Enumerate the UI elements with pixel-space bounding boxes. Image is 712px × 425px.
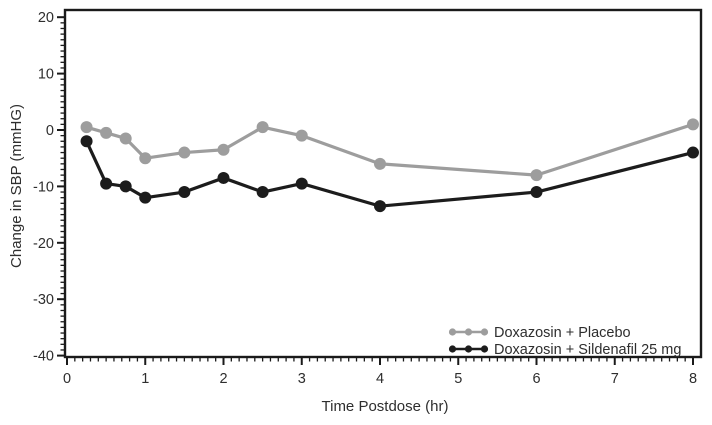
data-point-marker xyxy=(530,186,543,199)
data-point-marker xyxy=(217,143,230,156)
y-tick-label: 20 xyxy=(38,10,54,26)
tick-labels: 0 1 2 3 4 5 6 7 8 20 10 0 -10 -20 -30 -40 xyxy=(33,10,697,387)
data-point-marker xyxy=(256,121,269,134)
legend-marker-dot xyxy=(448,345,457,353)
series-line xyxy=(84,122,695,177)
data-point-marker xyxy=(100,177,113,190)
y-tick-label: -20 xyxy=(33,236,54,252)
data-point-marker xyxy=(80,135,93,148)
series-doxazosin-placebo xyxy=(80,118,699,182)
series-layer xyxy=(80,118,699,213)
legend-label: Doxazosin + Placebo xyxy=(494,325,631,341)
data-point-marker xyxy=(119,132,132,145)
data-point-marker xyxy=(139,152,152,165)
x-axis-title: Time Postdose (hr) xyxy=(322,398,449,415)
data-point-marker xyxy=(139,191,152,204)
data-point-marker xyxy=(100,126,113,139)
data-point-marker xyxy=(374,200,386,213)
plot-frame xyxy=(63,8,703,359)
major-ticks xyxy=(57,16,694,365)
data-point-marker xyxy=(217,171,230,184)
legend-marker-dot xyxy=(448,328,457,336)
x-tick-label: 4 xyxy=(376,371,384,387)
data-point-marker xyxy=(256,186,269,199)
legend-item: Doxazosin + Placebo xyxy=(448,325,631,341)
x-tick-label: 3 xyxy=(298,371,306,387)
x-tick-label: 7 xyxy=(611,371,619,387)
data-point-marker xyxy=(178,186,191,199)
data-point-marker xyxy=(119,180,132,193)
minor-ticks xyxy=(60,16,694,362)
x-tick-label: 1 xyxy=(141,371,149,387)
legend-marker-dot xyxy=(480,328,489,336)
legend-marker-dot xyxy=(464,345,473,353)
data-point-marker xyxy=(530,169,543,182)
x-tick-label: 0 xyxy=(63,371,71,387)
y-tick-label: 0 xyxy=(46,123,54,139)
legend-marker-dot xyxy=(464,328,473,336)
data-point-marker xyxy=(374,157,386,170)
series-doxazosin-sildenafil-25-mg xyxy=(80,135,699,213)
x-tick-label: 6 xyxy=(532,371,540,387)
data-point-marker xyxy=(80,121,93,134)
data-point-marker xyxy=(295,129,308,142)
legend-label: Doxazosin + Sildenafil 25 mg xyxy=(494,342,681,358)
y-axis-title: Change in SBP (mmHG) xyxy=(8,104,25,268)
x-tick-label: 2 xyxy=(219,371,227,387)
legend-marker-dot xyxy=(480,345,489,353)
data-point-marker xyxy=(295,177,308,190)
legend-item: Doxazosin + Sildenafil 25 mg xyxy=(448,342,681,358)
y-tick-label: 10 xyxy=(38,67,54,83)
x-tick-label: 8 xyxy=(689,371,697,387)
y-tick-label: -10 xyxy=(33,179,54,195)
data-point-marker xyxy=(178,146,191,159)
data-point-marker xyxy=(687,118,699,131)
data-point-marker xyxy=(687,146,699,159)
y-tick-label: -40 xyxy=(33,349,54,365)
series-line xyxy=(84,139,695,208)
y-tick-label: -30 xyxy=(33,292,54,308)
x-tick-label: 5 xyxy=(454,371,462,387)
